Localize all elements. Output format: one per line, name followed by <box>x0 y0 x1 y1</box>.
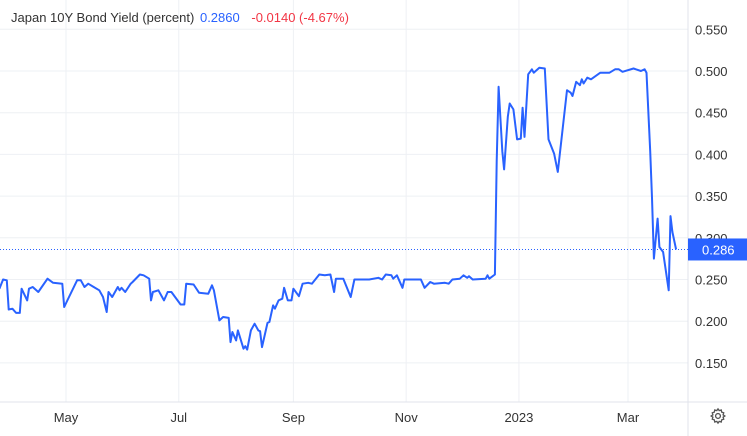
x-tick-label: May <box>54 410 79 425</box>
grid <box>0 0 688 402</box>
x-tick-label: 2023 <box>504 410 533 425</box>
x-tick-label: Jul <box>170 410 187 425</box>
time-axis[interactable]: May Jul Sep Nov 2023 Mar <box>54 410 640 425</box>
x-tick-label: Sep <box>282 410 305 425</box>
legend-symbol-name: Japan 10Y Bond Yield (percent) <box>11 10 195 25</box>
series-points <box>0 68 676 350</box>
y-tick-label: 0.150 <box>695 356 728 371</box>
y-tick-label: 0.400 <box>695 147 728 162</box>
gear-icon[interactable] <box>709 407 727 425</box>
x-tick-label: Mar <box>617 410 640 425</box>
y-tick-label: 0.350 <box>695 189 728 204</box>
legend-change: -0.0140 (-4.67%) <box>251 10 349 25</box>
y-tick-label: 0.200 <box>695 314 728 329</box>
y-tick-label: 0.250 <box>695 273 728 288</box>
y-tick-label: 0.450 <box>695 106 728 121</box>
x-tick-label: Nov <box>395 410 419 425</box>
legend-last-value: 0.2860 <box>199 10 240 25</box>
y-tick-label: 0.550 <box>695 22 728 37</box>
price-axis[interactable]: 0.1500.2000.2500.3000.3500.4000.4500.500… <box>695 22 728 371</box>
legend: Japan 10Y Bond Yield (percent) 0.2860 -0… <box>11 10 349 25</box>
last-price-label: 0.286 <box>702 242 735 257</box>
y-tick-label: 0.500 <box>695 64 728 79</box>
series-line[interactable] <box>0 66 678 351</box>
last-price-label-box <box>688 238 747 261</box>
